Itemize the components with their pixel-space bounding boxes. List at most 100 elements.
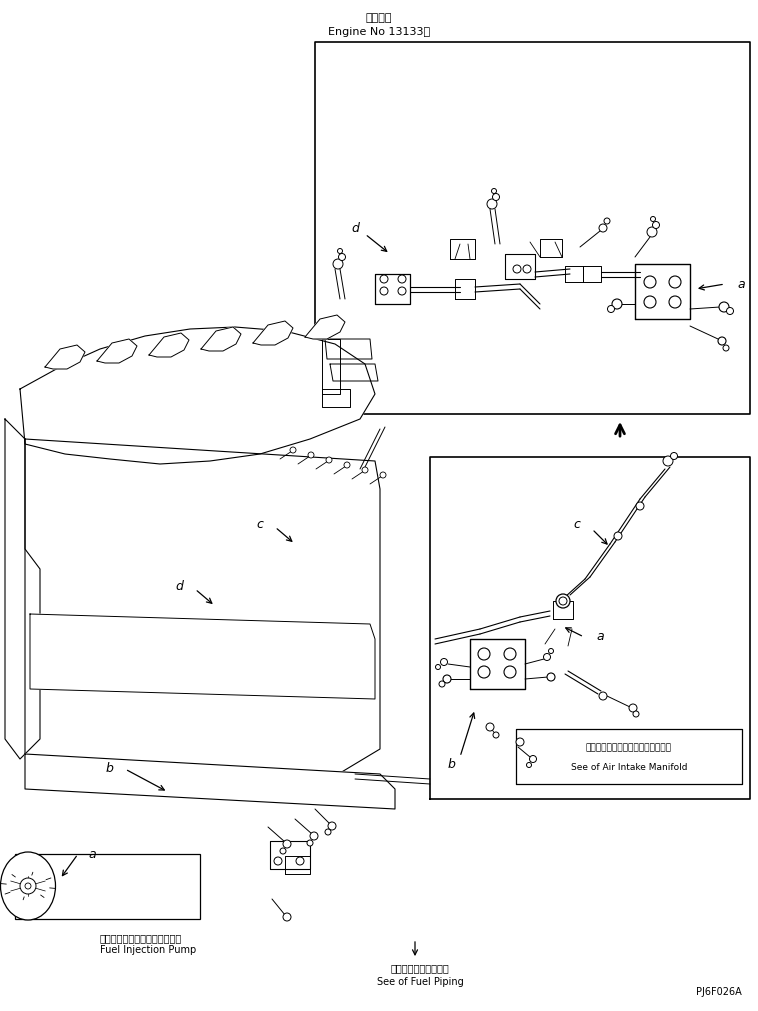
Text: c: c <box>256 517 263 530</box>
Circle shape <box>718 338 726 346</box>
Circle shape <box>478 666 490 678</box>
Circle shape <box>723 346 729 352</box>
Bar <box>15 854 200 919</box>
Polygon shape <box>45 346 85 370</box>
Circle shape <box>440 659 447 666</box>
Circle shape <box>726 308 734 315</box>
Circle shape <box>491 189 496 194</box>
Circle shape <box>644 296 656 308</box>
Circle shape <box>328 822 336 830</box>
Circle shape <box>599 693 607 701</box>
Polygon shape <box>325 340 372 360</box>
Text: d: d <box>175 579 183 591</box>
Polygon shape <box>375 275 410 304</box>
Circle shape <box>633 712 639 717</box>
Polygon shape <box>330 365 378 381</box>
Polygon shape <box>270 841 310 869</box>
Circle shape <box>486 723 494 731</box>
Circle shape <box>344 463 350 468</box>
Text: c: c <box>573 517 580 530</box>
Polygon shape <box>97 340 137 364</box>
Polygon shape <box>450 240 475 260</box>
Polygon shape <box>505 255 535 280</box>
Circle shape <box>527 762 531 767</box>
Text: a: a <box>88 847 96 860</box>
Circle shape <box>493 194 500 201</box>
Text: Fuel Injection Pump: Fuel Injection Pump <box>100 944 196 954</box>
Polygon shape <box>540 240 562 258</box>
Polygon shape <box>322 340 340 394</box>
Circle shape <box>604 218 610 224</box>
Circle shape <box>325 829 331 835</box>
Text: エアーインテークマニホールド参照: エアーインテークマニホールド参照 <box>586 743 672 752</box>
Polygon shape <box>305 315 345 340</box>
Circle shape <box>280 848 286 854</box>
Circle shape <box>513 266 521 274</box>
Circle shape <box>380 472 386 478</box>
Circle shape <box>398 288 406 295</box>
Circle shape <box>478 648 490 660</box>
Circle shape <box>362 467 368 473</box>
Circle shape <box>556 594 570 609</box>
Polygon shape <box>455 280 475 299</box>
Polygon shape <box>565 267 583 283</box>
Polygon shape <box>30 615 375 700</box>
Circle shape <box>310 832 318 840</box>
Polygon shape <box>25 754 395 809</box>
Text: a: a <box>737 278 744 291</box>
Circle shape <box>439 681 445 687</box>
Circle shape <box>650 217 656 222</box>
Circle shape <box>326 458 332 463</box>
Polygon shape <box>285 856 310 875</box>
Text: b: b <box>447 758 455 770</box>
Circle shape <box>636 502 644 511</box>
Circle shape <box>612 299 622 309</box>
Circle shape <box>669 296 681 308</box>
Text: PJ6F026A: PJ6F026A <box>697 986 742 996</box>
Circle shape <box>669 277 681 289</box>
Circle shape <box>599 224 607 233</box>
Circle shape <box>644 277 656 289</box>
Circle shape <box>308 453 314 459</box>
Circle shape <box>663 457 673 466</box>
Text: b: b <box>105 761 113 774</box>
Circle shape <box>647 227 657 238</box>
Text: d: d <box>351 221 359 235</box>
Circle shape <box>487 200 497 210</box>
Circle shape <box>20 879 36 894</box>
Polygon shape <box>201 328 241 352</box>
Polygon shape <box>5 420 40 759</box>
Text: フェルインジェクションポンプ: フェルインジェクションポンプ <box>100 932 182 942</box>
Circle shape <box>504 666 516 678</box>
Text: See of Air Intake Manifold: See of Air Intake Manifold <box>571 762 688 771</box>
Circle shape <box>443 675 451 683</box>
Circle shape <box>523 266 531 274</box>
Circle shape <box>436 665 440 670</box>
Circle shape <box>339 254 346 261</box>
Circle shape <box>274 857 282 865</box>
Text: See of Fuel Piping: See of Fuel Piping <box>377 976 463 986</box>
Circle shape <box>629 705 637 713</box>
Circle shape <box>307 840 313 846</box>
Polygon shape <box>149 334 189 358</box>
Text: 通用号機: 通用号機 <box>366 13 392 23</box>
Polygon shape <box>253 321 293 346</box>
Text: フェルパイピング参照: フェルパイピング参照 <box>390 962 449 972</box>
Circle shape <box>283 913 291 921</box>
Circle shape <box>333 260 343 270</box>
Circle shape <box>671 453 678 460</box>
Circle shape <box>25 884 31 889</box>
Circle shape <box>543 654 550 661</box>
Circle shape <box>398 276 406 284</box>
Circle shape <box>380 288 388 295</box>
Text: a: a <box>596 629 603 642</box>
Circle shape <box>614 533 622 541</box>
Circle shape <box>530 756 537 762</box>
Circle shape <box>493 732 499 738</box>
Ellipse shape <box>1 852 55 920</box>
Circle shape <box>337 250 343 254</box>
Polygon shape <box>583 267 601 283</box>
Circle shape <box>549 649 553 654</box>
Polygon shape <box>470 639 525 690</box>
Circle shape <box>380 276 388 284</box>
